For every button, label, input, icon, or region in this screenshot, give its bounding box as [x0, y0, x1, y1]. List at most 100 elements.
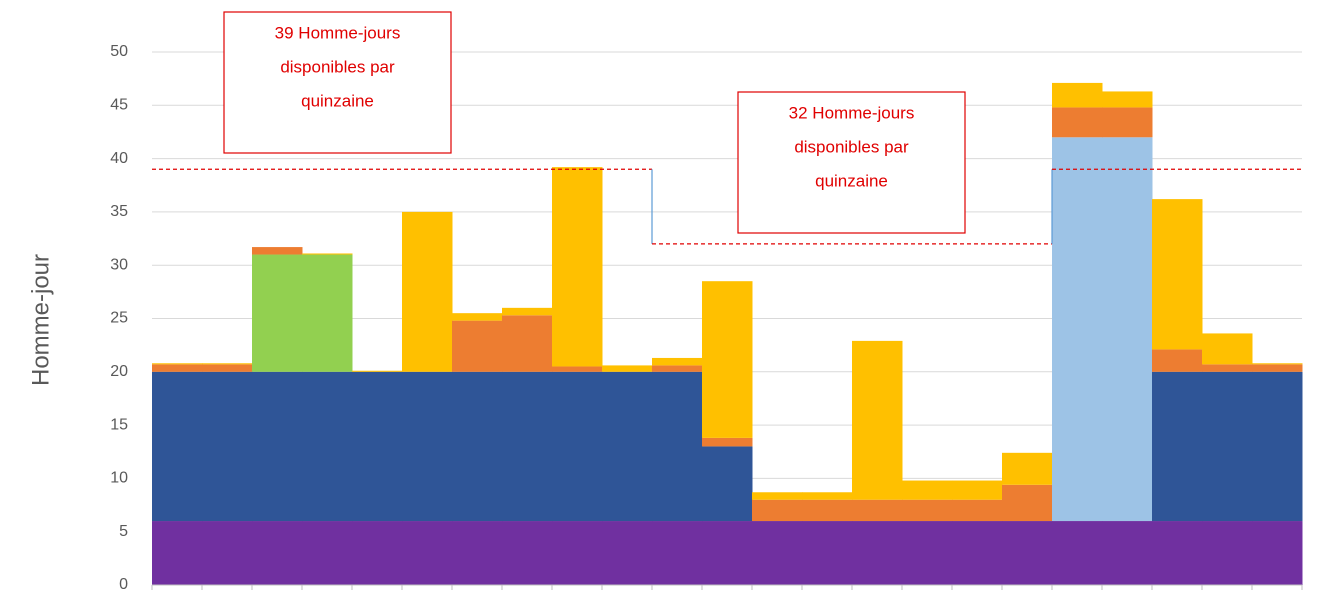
annotation: 32 Homme-jours disponibles par quinzaine — [737, 91, 966, 234]
bar-segment — [702, 521, 753, 585]
bar-segment — [502, 307, 553, 316]
bar-segment — [852, 340, 903, 500]
bar-segment — [1002, 484, 1053, 522]
bar-segment — [1252, 363, 1303, 365]
annotation-text: disponibles par — [280, 57, 395, 76]
bar-segment — [552, 521, 603, 585]
bar-segment — [352, 370, 403, 372]
bar-segment — [1052, 137, 1103, 522]
bar-segment — [252, 247, 303, 255]
bar-segment — [502, 521, 553, 585]
bar-segment — [552, 366, 603, 372]
bar-segment — [1252, 371, 1303, 522]
bar-segment — [402, 521, 453, 585]
bar-segment — [202, 364, 253, 372]
bar-segment — [602, 365, 653, 372]
bar-segment — [152, 521, 203, 585]
bar-segment — [752, 521, 803, 585]
bar-segment — [1102, 91, 1153, 108]
y-tick-label: 10 — [110, 470, 128, 487]
annotation-text: quinzaine — [301, 91, 374, 110]
bar-segment — [1052, 107, 1103, 138]
bar-segment — [952, 499, 1003, 522]
annotation-text: quinzaine — [815, 171, 888, 190]
bar-segment — [1202, 521, 1253, 585]
y-tick-label: 50 — [110, 43, 128, 60]
bar-segment — [452, 371, 503, 522]
bar-segment — [202, 363, 253, 365]
y-tick-label: 45 — [110, 97, 128, 114]
bar-segment — [1152, 199, 1203, 350]
bar-segment — [302, 371, 353, 522]
bar-segment — [1002, 521, 1053, 585]
bar-segment — [602, 521, 653, 585]
bar-segment — [652, 371, 703, 522]
y-tick-label: 40 — [110, 150, 128, 167]
bar-segment — [402, 371, 453, 522]
bar-segment — [402, 211, 453, 372]
bar-segment — [552, 371, 603, 522]
bar-segment — [752, 499, 803, 522]
bar-segment — [1202, 364, 1253, 372]
bar-segment — [252, 521, 303, 585]
y-tick-label: 25 — [110, 310, 128, 327]
annotation-box — [737, 91, 966, 234]
bar-segment — [452, 521, 503, 585]
bar-segment — [452, 320, 503, 372]
y-axis-label: Homme-jour — [27, 254, 54, 386]
bar-segment — [552, 167, 603, 367]
bar-segment — [702, 437, 753, 447]
bar-segment — [652, 521, 703, 585]
bar-segment — [1252, 364, 1303, 372]
y-tick-label: 5 — [119, 523, 128, 540]
bar-segment — [352, 371, 403, 522]
bar-segment — [1002, 452, 1053, 485]
y-tick-label: 20 — [110, 363, 128, 380]
bar-segment — [802, 521, 853, 585]
bar-segment — [702, 281, 753, 438]
bar-segment — [202, 521, 253, 585]
bar-segment — [1052, 521, 1103, 585]
y-tick-label: 30 — [110, 256, 128, 273]
bar-segment — [252, 254, 303, 372]
bar-segment — [1202, 333, 1253, 365]
annotation-text: 39 Homme-jours — [275, 23, 401, 42]
bar-segment — [202, 371, 253, 522]
annotation: 39 Homme-jours disponibles par quinzaine — [223, 11, 452, 154]
bar-segment — [1102, 107, 1153, 138]
annotation-text: disponibles par — [794, 137, 909, 156]
bar-segment — [352, 521, 403, 585]
bar-segment — [152, 364, 203, 372]
bar-segment — [302, 254, 353, 372]
bar-segment — [1152, 349, 1203, 372]
bar-segment — [702, 446, 753, 522]
bar-segment — [1152, 371, 1203, 522]
bar-segment — [452, 313, 503, 321]
y-tick-label: 35 — [110, 203, 128, 220]
bar-segment — [502, 371, 553, 522]
bar-segment — [1152, 521, 1203, 585]
bar-segment — [802, 499, 853, 522]
bar-segment — [1102, 137, 1153, 522]
bar-segment — [652, 357, 703, 366]
annotation-text: 32 Homme-jours — [789, 103, 915, 122]
bar-segment — [852, 521, 903, 585]
bar-segment — [1202, 371, 1253, 522]
bar-segment — [902, 521, 953, 585]
bar-segment — [502, 315, 553, 372]
bar-segment — [852, 499, 903, 522]
annotation-box — [223, 11, 452, 154]
bar-segment — [302, 253, 353, 255]
bar-segment — [652, 365, 703, 372]
bar-segment — [752, 492, 803, 500]
bar-segment — [1052, 82, 1103, 108]
bar-segment — [802, 492, 853, 500]
y-tick-label: 15 — [110, 416, 128, 433]
bar-segment — [902, 499, 953, 522]
bar-segment — [302, 521, 353, 585]
bar-segment — [252, 371, 303, 522]
bar-segment — [952, 480, 1003, 500]
bar-segment — [152, 363, 203, 365]
